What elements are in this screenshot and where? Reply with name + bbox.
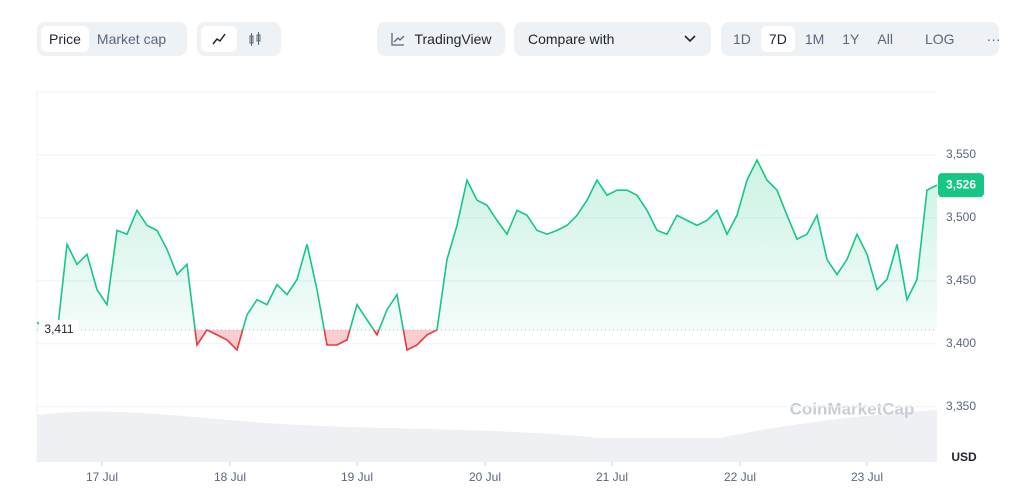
chart-type-group — [197, 22, 281, 56]
compare-dropdown[interactable]: Compare with — [514, 22, 711, 56]
y-tick-label: 3,350 — [946, 399, 976, 413]
price-line — [36, 158, 938, 352]
tab[interactable]: Market cap — [96, 31, 167, 47]
last-price-label: 3,526 — [946, 177, 976, 191]
y-tick-label: 3,500 — [946, 210, 976, 224]
y-tick-label: 3,550 — [946, 147, 976, 161]
more-button[interactable]: ··· — [986, 31, 1001, 47]
y-unit: USD — [951, 450, 977, 464]
baseline-label: 3,411 — [44, 322, 73, 336]
baseline-tag — [39, 319, 79, 340]
range-group: 1D 7D 1M 1Y All LOG ··· — [721, 22, 1001, 56]
tradingview-button[interactable]: TradingView — [377, 22, 505, 56]
range-button[interactable]: 1Y — [842, 31, 860, 47]
x-tick-label: 19 Jul — [341, 470, 373, 484]
line-button[interactable] — [201, 26, 237, 52]
x-tick-label: 23 Jul — [851, 470, 883, 484]
watermark: CoinMarketCap — [790, 399, 915, 418]
dropdown-label: Compare with — [528, 31, 615, 47]
button-label: TradingView — [414, 31, 492, 47]
range-button[interactable]: All — [877, 31, 893, 47]
volume-area — [37, 410, 937, 462]
tab-group: Price Market cap — [37, 22, 187, 56]
x-tick-label: 20 Jul — [469, 470, 501, 484]
range-button[interactable]: 1D — [733, 31, 751, 47]
log-button[interactable]: LOG — [924, 31, 955, 47]
tab[interactable]: Price — [41, 26, 89, 52]
range-button[interactable]: 7D — [760, 26, 795, 52]
area — [37, 160, 937, 350]
range-button[interactable]: 1M — [804, 31, 825, 47]
x-tick-label: 22 Jul — [724, 470, 756, 484]
y-tick-label: 3,400 — [946, 336, 976, 350]
candle-button[interactable] — [237, 26, 273, 52]
x-tick-label: 21 Jul — [596, 470, 628, 484]
x-tick-label: 17 Jul — [86, 470, 118, 484]
y-tick-label: 3,450 — [946, 273, 976, 287]
x-tick-label: 18 Jul — [214, 470, 246, 484]
last-price-tag — [938, 173, 984, 198]
